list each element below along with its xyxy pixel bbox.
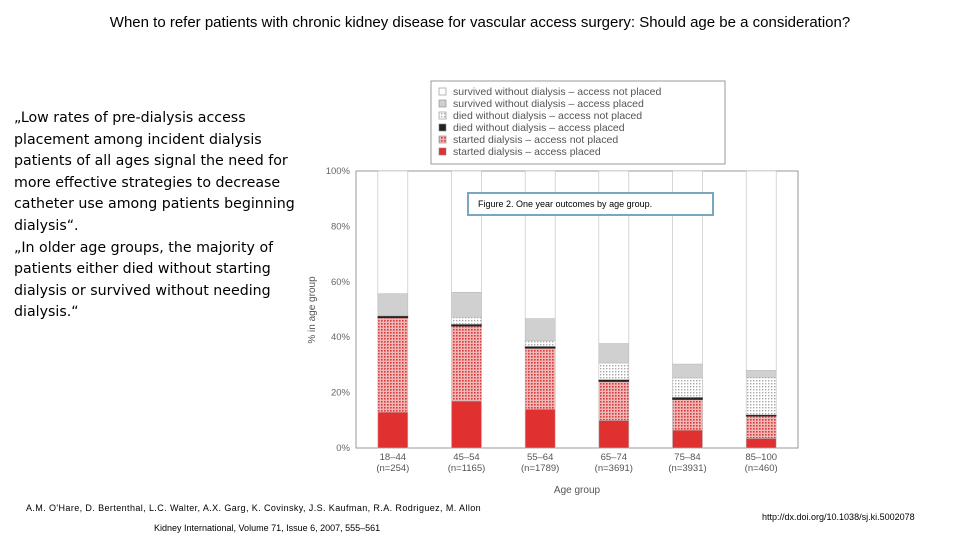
- n-label: (n=254): [376, 463, 409, 474]
- bar-segment: [524, 408, 556, 449]
- bar-segment: [745, 415, 777, 439]
- bar-segment: [451, 316, 482, 325]
- bar-segment: [598, 362, 630, 380]
- x-tick-label: 45–54: [453, 452, 479, 463]
- bar-segment: [451, 400, 482, 449]
- bar-segment: [524, 347, 556, 410]
- legend-label: died without dialysis – access placed: [453, 122, 625, 134]
- quote-text: „Low rates of pre-dialysis access placem…: [14, 108, 304, 324]
- x-tick-label: 75–84: [674, 452, 700, 463]
- bar-segment: [745, 438, 777, 449]
- legend-label: started dialysis – access not placed: [453, 134, 618, 146]
- bar-segment: [745, 170, 777, 371]
- bar-segment: [451, 170, 482, 293]
- y-tick-label: 100%: [326, 166, 351, 177]
- legend-swatch: [438, 87, 447, 96]
- doi-link[interactable]: http://dx.doi.org/10.1038/sj.ki.5002078: [762, 512, 915, 522]
- bar-segment: [672, 429, 703, 449]
- legend-swatch: [438, 111, 447, 120]
- bar-segment: [598, 381, 630, 421]
- stacked-bar-chart: survived without dialysis – access not p…: [307, 80, 799, 496]
- bar-segment: [672, 399, 703, 431]
- x-axis-label: Age group: [554, 485, 601, 496]
- n-label: (n=3691): [595, 463, 633, 474]
- journal-citation: Kidney International, Volume 71, Issue 6…: [154, 523, 381, 533]
- authors: A.M. O'Hare, D. Bertenthal, L.C. Walter,…: [26, 503, 482, 513]
- bar-segment: [745, 370, 777, 378]
- slide-title: When to refer patients with chronic kidn…: [109, 14, 851, 31]
- bar-segment: [377, 411, 409, 449]
- bar-segment: [377, 293, 409, 317]
- y-tick-label: 40%: [331, 332, 351, 343]
- bar-segment: [377, 170, 409, 295]
- legend-swatch: [438, 99, 447, 108]
- plot-area: 0% 20% 40% 60% 80% 100% 18–44(n=254) 45–54(n=11…: [326, 166, 799, 474]
- n-label: (n=1165): [448, 463, 486, 474]
- x-tick-label: 65–74: [601, 452, 627, 463]
- x-tick-label: 18–44: [380, 452, 406, 463]
- legend-label: died without dialysis – access not place…: [453, 110, 642, 122]
- bar-segment: [451, 292, 482, 318]
- bar-segment: [598, 419, 630, 449]
- plot-frame: [355, 170, 799, 449]
- y-axis-label: % in age group: [307, 276, 318, 344]
- bar-segment: [745, 377, 777, 416]
- bar-segment: [672, 377, 703, 398]
- figure-caption: Figure 2. One year outcomes by age group…: [467, 192, 714, 216]
- n-label: (n=460): [745, 463, 778, 474]
- chart-legend: survived without dialysis – access not p…: [430, 80, 726, 165]
- legend-frame: [430, 80, 726, 165]
- legend-label: started dialysis – access placed: [453, 146, 601, 158]
- n-label: (n=1789): [521, 463, 559, 474]
- quote-2: „In older age groups, the majority of pa…: [14, 239, 274, 321]
- x-tick-label: 85–100: [745, 452, 777, 463]
- legend-swatch: [438, 147, 447, 156]
- bar-segment: [451, 325, 482, 402]
- legend-label: survived without dialysis – access place…: [453, 98, 644, 110]
- bar-segment: [524, 318, 556, 342]
- y-tick-label: 0%: [336, 443, 350, 454]
- bar-segment: [377, 317, 409, 413]
- bar-segment: [672, 363, 703, 379]
- y-tick-label: 60%: [331, 277, 351, 288]
- legend-label: survived without dialysis – access not p…: [453, 86, 662, 98]
- quote-1: „Low rates of pre-dialysis access placem…: [14, 110, 295, 234]
- bar-segment: [598, 343, 630, 364]
- y-tick-label: 80%: [331, 221, 351, 232]
- bar-segment: [672, 397, 703, 400]
- n-label: (n=3931): [668, 463, 706, 474]
- x-tick-label: 55–64: [527, 452, 553, 463]
- legend-swatch: [438, 135, 447, 144]
- legend-swatch: [438, 123, 447, 132]
- y-tick-label: 20%: [331, 388, 351, 399]
- bar-segment: [524, 340, 556, 347]
